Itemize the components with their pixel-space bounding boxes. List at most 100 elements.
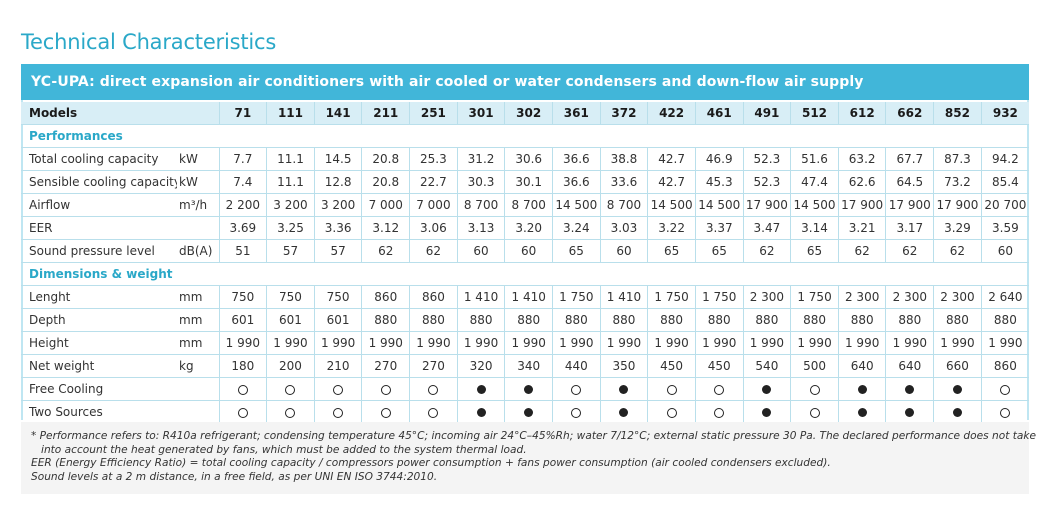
table-cell: 750 <box>313 285 362 309</box>
table-cell: 60 <box>980 239 1029 263</box>
model-header-cell: 211 <box>361 102 410 125</box>
row-unit: kg <box>177 354 220 378</box>
table-cell: 14 500 <box>647 193 696 217</box>
table-cell: 750 <box>218 285 267 309</box>
table-cell: 62 <box>837 239 886 263</box>
table-cell: 210 <box>313 354 362 378</box>
table-cell: 320 <box>456 354 505 378</box>
table-cell: 30.3 <box>456 170 505 194</box>
table-cell: 1 410 <box>599 285 648 309</box>
table-cell: 14 500 <box>552 193 601 217</box>
table-cell: 57 <box>266 239 315 263</box>
table-cell <box>218 377 267 401</box>
model-header-cell: 141 <box>313 102 362 125</box>
open-circle-icon <box>571 407 582 418</box>
models-header-unit <box>177 102 220 125</box>
table-cell: 60 <box>456 239 505 263</box>
table-cell <box>933 400 982 424</box>
table-cell: 65 <box>790 239 839 263</box>
open-circle-icon <box>714 407 725 418</box>
table-cell: 65 <box>694 239 744 263</box>
open-circle-icon <box>285 384 296 395</box>
table-cell: 7 000 <box>361 193 410 217</box>
table-row: Airflow m³/h 2 200 3 200 3 200 7 000 7 000 8 70… <box>21 193 1029 217</box>
filled-circle-icon <box>905 408 915 417</box>
model-header-cell: 361 <box>552 102 601 125</box>
footnote-sound: Sound levels at a 2 m distance, in a fre… <box>31 470 438 483</box>
table-cell: 880 <box>885 308 934 332</box>
table-cell: 1 990 <box>266 331 315 355</box>
table-cell: 1 990 <box>599 331 648 355</box>
table-cell: 20.8 <box>361 147 410 171</box>
table-cell: 3.59 <box>980 216 1029 240</box>
table-cell: 57 <box>313 239 362 263</box>
filled-circle-icon <box>857 408 867 417</box>
table-cell: 52.3 <box>742 170 791 194</box>
filled-circle-icon <box>952 408 962 417</box>
filled-circle-icon <box>476 385 486 394</box>
row-unit: mm <box>177 308 220 332</box>
filled-circle-icon <box>524 408 534 417</box>
table-cell: 880 <box>599 308 648 332</box>
section-title: Dimensions & weight <box>29 267 173 281</box>
table-cell <box>837 377 886 401</box>
table-cell <box>313 377 362 401</box>
table-cell: 1 990 <box>694 331 744 355</box>
table-cell <box>790 377 839 401</box>
row-unit <box>177 216 220 240</box>
page-title: Technical Characteristics <box>21 30 277 54</box>
table-cell: 2 200 <box>218 193 267 217</box>
footnote-performance-continued: into account the heat generated by fans,… <box>41 443 527 456</box>
table-cell: 3.36 <box>313 216 362 240</box>
open-circle-icon <box>666 407 677 418</box>
open-circle-icon <box>380 384 391 395</box>
table-cell: 22.7 <box>409 170 458 194</box>
table-cell: 62 <box>933 239 982 263</box>
table-cell: 3.69 <box>218 216 267 240</box>
model-header-cell: 372 <box>599 102 648 125</box>
table-cell <box>409 400 458 424</box>
table-cell: 1 750 <box>647 285 696 309</box>
open-circle-icon <box>237 407 248 418</box>
table-cell <box>694 400 744 424</box>
table-cell: 440 <box>552 354 601 378</box>
table-cell: 62 <box>409 239 458 263</box>
footnotes: * Performance refers to: R410a refrigera… <box>21 422 1036 494</box>
table-cell: 30.1 <box>504 170 553 194</box>
open-circle-icon <box>237 384 248 395</box>
row-label: Total cooling capacity <box>21 147 178 171</box>
filled-circle-icon <box>619 385 629 394</box>
table-cell <box>552 377 601 401</box>
table-cell: 36.6 <box>552 170 601 194</box>
table-cell: 1 990 <box>504 331 553 355</box>
open-circle-icon <box>380 407 391 418</box>
table-cell: 7.7 <box>218 147 267 171</box>
table-cell: 3.12 <box>361 216 410 240</box>
table-cell: 880 <box>933 308 982 332</box>
table-cell: 42.7 <box>647 170 696 194</box>
table-cell: 2 300 <box>885 285 934 309</box>
table-cell: 1 990 <box>885 331 934 355</box>
table-cell: 1 410 <box>456 285 505 309</box>
table-cell: 65 <box>647 239 696 263</box>
model-header-cell: 932 <box>980 102 1029 125</box>
table-cell: 270 <box>361 354 410 378</box>
table-cell: 12.8 <box>313 170 362 194</box>
table-cell: 880 <box>837 308 886 332</box>
table-cell: 51 <box>218 239 267 263</box>
table-cell: 63.2 <box>837 147 886 171</box>
table-cell: 73.2 <box>933 170 982 194</box>
row-unit: m³/h <box>177 193 220 217</box>
open-circle-icon <box>666 384 677 395</box>
table-cell: 51.6 <box>790 147 839 171</box>
table-cell: 17 900 <box>837 193 886 217</box>
specifications-table: Models 71 111 141 211 251 301 302 361 372 422 461 49… <box>21 102 1029 424</box>
table-cell <box>980 400 1029 424</box>
row-unit: mm <box>177 331 220 355</box>
table-cell: 3.20 <box>504 216 553 240</box>
table-cell <box>837 400 886 424</box>
model-header-cell: 612 <box>837 102 886 125</box>
model-header-cell: 301 <box>456 102 505 125</box>
table-cell: 880 <box>409 308 458 332</box>
